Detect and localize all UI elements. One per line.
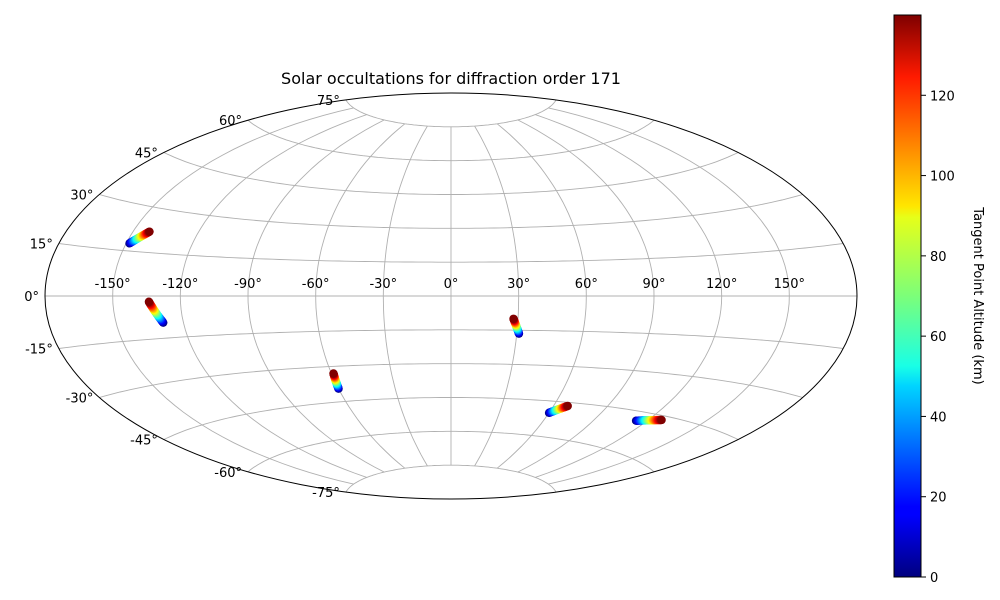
longitude-tick-label: -60° (302, 277, 330, 292)
latitude-tick-label: 75° (317, 94, 340, 109)
latitude-tick-label: -30° (66, 392, 94, 407)
data-point (144, 297, 154, 306)
latitude-tick-label: -60° (214, 466, 242, 481)
parallel-gridline (345, 99, 557, 128)
colorbar-label: Tangent Point Altitude (km) (970, 206, 985, 384)
longitude-tick-label: 120° (706, 277, 737, 292)
colorbar-gradient (893, 14, 922, 578)
latitude-tick-label: -45° (130, 434, 158, 449)
data-point (145, 227, 154, 236)
colorbar-tick-label: 60 (930, 330, 947, 345)
occultation-track (509, 314, 524, 338)
latitude-labels: 75° 60° 45° 30° 15° 0° -15° -30° -45° -60° -75° (24, 94, 340, 501)
latitude-tick-label: 0° (24, 290, 39, 305)
longitude-tick-label: 90° (642, 277, 665, 292)
data-point (657, 415, 666, 425)
latitude-tick-label: -75° (312, 486, 340, 501)
colorbar-tick-label: 120 (930, 89, 955, 104)
meridian-gridline (535, 114, 723, 478)
chart-title: Solar occultations for diffraction order… (281, 69, 621, 88)
data-point (329, 369, 338, 378)
meridian-gridline (179, 114, 367, 478)
longitude-labels: -150° -120° -90° -60° -30° 0° 30° 60° 90° 120° 150… (95, 277, 805, 292)
colorbar-tick-label: 20 (930, 491, 947, 506)
meridian-gridline (315, 123, 406, 469)
longitude-tick-label: -90° (234, 277, 262, 292)
meridian-gridline (517, 119, 655, 473)
data-point (563, 401, 572, 411)
meridian-gridline (548, 107, 790, 485)
occultation-track (544, 401, 572, 418)
occultation-track (631, 415, 666, 425)
latitude-tick-label: 15° (30, 237, 53, 252)
longitude-tick-label: -150° (95, 277, 131, 292)
latitude-tick-label: -15° (25, 343, 53, 358)
occultation-track (329, 369, 343, 393)
latitude-tick-label: 60° (219, 114, 242, 129)
meridian-gridline (474, 125, 520, 467)
meridian-gridline (112, 107, 354, 485)
colorbar-tick-label: 40 (930, 410, 947, 425)
colorbar: 0 20 40 60 80 100 120 Tangent Point Altitude (… (893, 14, 985, 586)
plot-area: -150° -120° -90° -60° -30° 0° 30° 60° 90° 120° 150… (24, 92, 858, 501)
longitude-tick-label: -30° (369, 277, 397, 292)
graticule (45, 99, 857, 493)
colorbar-ticks: 0 20 40 60 80 100 120 (921, 89, 955, 586)
meridian-gridline (382, 125, 428, 467)
longitude-tick-label: -120° (162, 277, 198, 292)
colorbar-tick-label: 0 (930, 571, 938, 586)
occultation-tracks (125, 227, 666, 425)
longitude-tick-label: 0° (444, 277, 459, 292)
parallel-gridline (345, 464, 557, 493)
data-point (509, 314, 518, 323)
meridian-gridline (247, 119, 385, 473)
colorbar-tick-label: 100 (930, 170, 955, 185)
latitude-tick-label: 45° (135, 146, 158, 161)
longitude-tick-label: 60° (575, 277, 598, 292)
longitude-tick-label: 30° (507, 277, 530, 292)
map-boundary (44, 92, 858, 500)
occultation-track (125, 227, 154, 248)
occultation-track (144, 297, 168, 327)
colorbar-tick-label: 80 (930, 250, 947, 265)
latitude-tick-label: 30° (70, 189, 93, 204)
longitude-tick-label: 150° (774, 277, 805, 292)
